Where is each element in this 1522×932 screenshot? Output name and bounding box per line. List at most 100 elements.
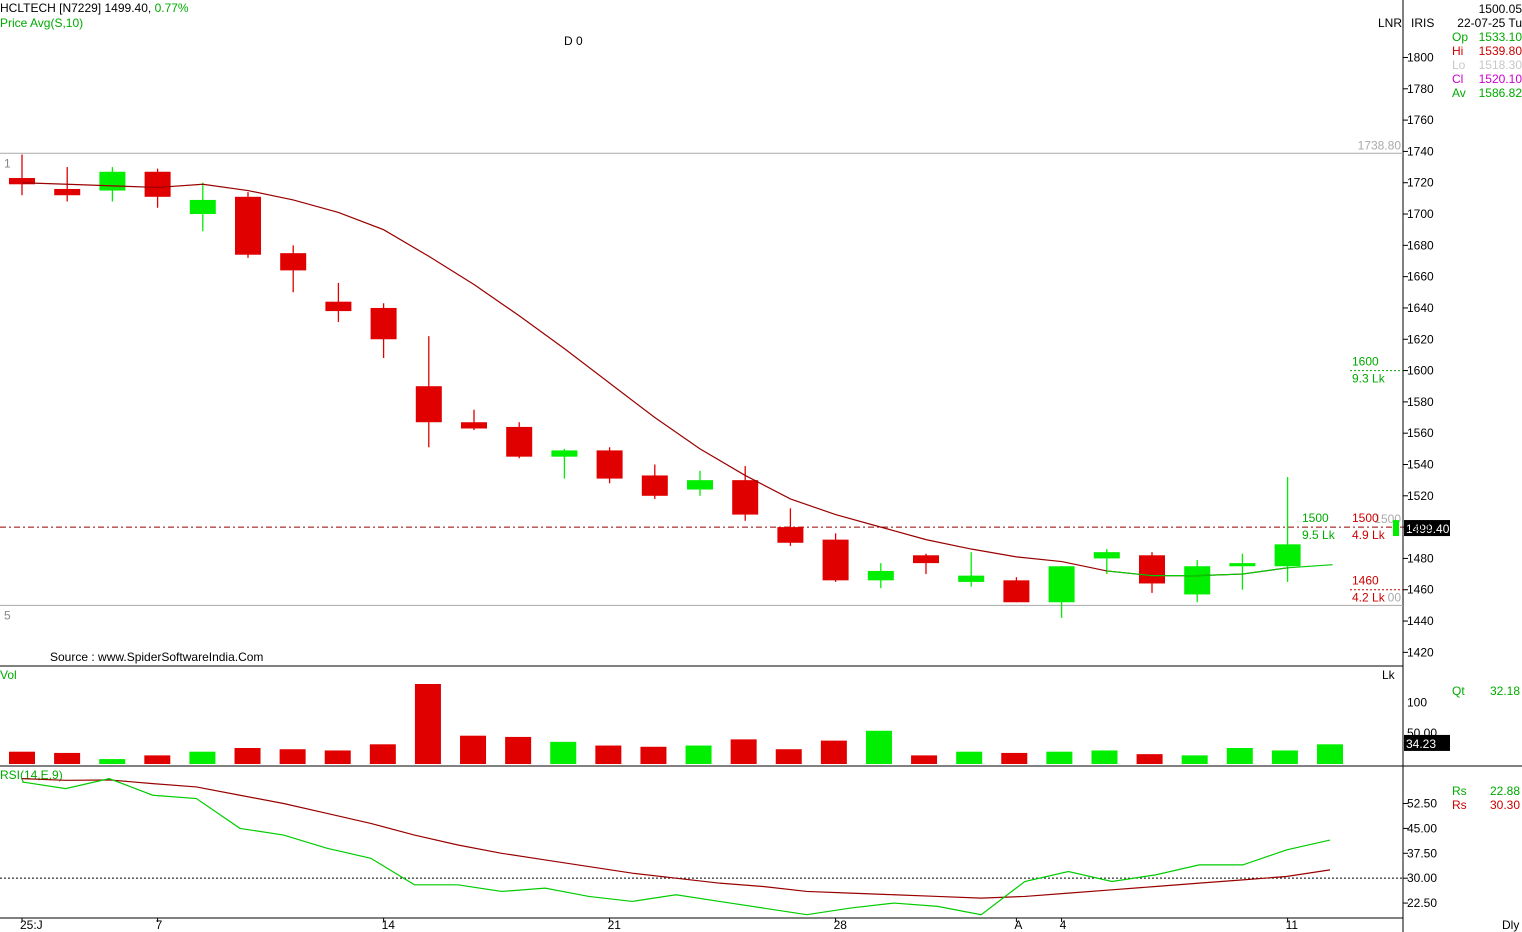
price-tick-label: 1780 [1407,82,1434,96]
volume-bar [505,736,532,764]
candle-body [415,386,442,423]
volume-tick-label: 100 [1407,695,1427,709]
rsi-tick-label: 52.50 [1407,797,1437,811]
period-label: Dly [1502,918,1519,932]
volume-bar [640,746,667,764]
price-tick-label: 1440 [1407,614,1434,628]
info-row-op: Op 1533.10 [1452,30,1522,44]
qt-value: 32.18 [1490,684,1520,698]
rsi-tick-label: 22.50 [1407,896,1437,910]
volume-bar [685,745,712,764]
volume-label: Vol [0,668,17,682]
candle-body [1093,552,1120,559]
time-tick-label: 21 [608,918,622,932]
candle-body [1048,566,1075,603]
volume-bar [460,735,487,764]
rsi-tick-label: 37.50 [1407,846,1437,860]
info-row-lo: Lo 1518.30 [1452,58,1522,72]
volume-tag: 34.23 [1406,737,1436,751]
price-tick-label: 1640 [1407,301,1434,315]
rsi-line [21,778,1331,916]
price-tick-label: 1740 [1407,144,1434,158]
info-row-value: 1518.30 [1478,58,1522,72]
rs-value: 30.30 [1490,798,1520,812]
candle-body [280,253,307,271]
candle-body [596,450,623,479]
volume-bar [1271,750,1298,764]
marker-label: D 0 [564,34,583,48]
ohlc-info-panel: 1500.05 22-07-25 Tu Op 1533.10 Hi 1539.80 Lo… [1452,2,1522,100]
rs-label: Rs [1452,798,1467,812]
avg-line-recent [1106,564,1333,577]
live-candle [1393,520,1399,537]
candle-body [732,480,759,515]
rsi-label: RSI(14,E,9) [0,768,63,782]
volume-bar [144,755,171,764]
info-row-value: 1520.10 [1478,72,1522,86]
candle-body [913,555,939,564]
volume-bar [189,751,216,764]
volume-bar [820,740,847,764]
rsi-pane[interactable]: RSI(14,E,9) 52.50 45.00 37.50 30.00 22.50 Rs 22… [0,768,1520,916]
candle-body [54,188,81,196]
candle-body [551,450,578,457]
side-label-price: 1460 [1352,574,1379,588]
volume-bar [775,749,802,764]
source-label: Source : www.SpiderSoftwareIndia.Com [50,650,264,664]
price-tick-label: 1460 [1407,583,1434,597]
volume-bar [1001,752,1028,764]
candle-body [777,527,804,543]
volume-bar [1136,754,1163,764]
indicator-label: Price Avg(S,10) [0,16,84,30]
volume-bar [414,684,441,764]
candle-body [687,480,713,490]
info-row-cl: Cl 1520.10 [1452,72,1522,86]
price-tick-label: 1580 [1407,395,1434,409]
info-row-hi: Hi 1539.80 [1452,44,1522,58]
info-row-label: Cl [1452,72,1464,86]
candle-body [325,301,352,312]
price-tick-label: 1520 [1407,489,1434,503]
volume-bar [1181,755,1208,764]
price-tick-label: 1600 [1407,364,1434,378]
candle-body [822,539,849,581]
vendor-label: IRIS [1411,16,1435,30]
candle-body [1274,544,1301,567]
candle-body [641,475,668,496]
left-marker: 5 [4,608,11,622]
volume-bar [1091,750,1118,764]
candle-body [9,178,35,185]
price-tick-label: 1760 [1407,113,1434,127]
price-pane[interactable]: 1738.80 1500 00 1 5 1600 9.3 Lk 1500 9.5 Lk 1500 4… [0,138,1450,622]
volume-bar [956,751,983,764]
time-tick-label: 14 [382,918,396,932]
price-axis: 1800 1780 1760 1740 1720 1700 1680 1660 1640 1620… [20,50,1519,932]
price-tick-label: 1540 [1407,457,1434,471]
volume-bar [911,755,938,764]
price-tick-label: 1500 [1407,520,1434,534]
candle-body [99,171,126,191]
price-tick-label: 1620 [1407,332,1434,346]
info-row-value: 1533.10 [1478,30,1522,44]
info-row-label: Hi [1452,44,1464,58]
price-tick-label: 1800 [1407,50,1434,64]
side-label-volume: 4.9 Lk [1352,528,1386,542]
candle-body [1229,563,1256,567]
symbol-label: HCLTECH [N7229] [0,1,102,15]
price-tick-label: 1560 [1407,426,1434,440]
candle-body [867,570,894,581]
info-row-value: 1539.80 [1478,44,1522,58]
volume-bar [54,752,81,764]
change-label: 0.77% [154,1,189,15]
price-tick-label: 1680 [1407,238,1434,252]
level-label: 00 [1388,590,1402,604]
volume-bar [1226,748,1253,764]
volume-bar [9,751,35,764]
qt-label: Qt [1452,684,1465,698]
chart-title: HCLTECH [N7229] 1499.40, 0.77% [0,1,189,15]
axis-mode-label[interactable]: LNR [1378,16,1403,30]
side-label-price: 1600 [1352,355,1379,369]
side-label-volume: 9.3 Lk [1352,372,1386,386]
